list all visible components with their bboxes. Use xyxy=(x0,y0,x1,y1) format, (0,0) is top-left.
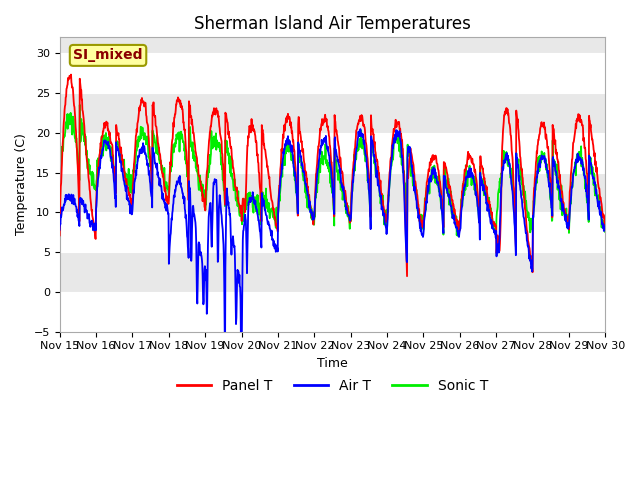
Line: Air T: Air T xyxy=(60,129,605,381)
Panel T xyxy=(418,218,426,224)
Panel T xyxy=(67,72,75,77)
Air T xyxy=(164,208,172,214)
Panel T xyxy=(490,219,497,225)
Title: Sherman Island Air Temperatures: Sherman Island Air Temperatures xyxy=(194,15,471,33)
Sonic T xyxy=(490,225,497,231)
X-axis label: Time: Time xyxy=(317,357,348,370)
Panel T xyxy=(56,232,63,238)
Sonic T xyxy=(56,184,63,190)
Bar xyxy=(60,212,605,252)
Panel T xyxy=(164,200,172,205)
Bar xyxy=(60,133,605,172)
Sonic T xyxy=(602,213,609,219)
Sonic T xyxy=(239,211,246,216)
Sonic T xyxy=(538,156,545,162)
Air T xyxy=(490,226,497,232)
Sonic T xyxy=(76,102,84,108)
Panel T xyxy=(403,273,411,279)
Air T xyxy=(56,227,63,233)
Line: Sonic T: Sonic T xyxy=(60,105,605,236)
Line: Panel T: Panel T xyxy=(60,74,605,276)
Y-axis label: Temperature (C): Temperature (C) xyxy=(15,133,28,235)
Air T xyxy=(538,155,545,161)
Sonic T xyxy=(177,131,185,137)
Bar xyxy=(60,53,605,93)
Air T xyxy=(177,184,185,190)
Sonic T xyxy=(164,186,172,192)
Text: SI_mixed: SI_mixed xyxy=(74,48,143,62)
Air T xyxy=(237,378,245,384)
Air T xyxy=(602,224,609,230)
Sonic T xyxy=(454,233,461,239)
Panel T xyxy=(239,202,246,207)
Panel T xyxy=(602,215,609,220)
Sonic T xyxy=(418,212,426,217)
Air T xyxy=(418,232,426,238)
Bar xyxy=(60,292,605,332)
Legend: Panel T, Air T, Sonic T: Panel T, Air T, Sonic T xyxy=(171,373,494,398)
Air T xyxy=(239,270,246,276)
Air T xyxy=(356,126,364,132)
Panel T xyxy=(538,120,545,126)
Panel T xyxy=(177,105,185,110)
